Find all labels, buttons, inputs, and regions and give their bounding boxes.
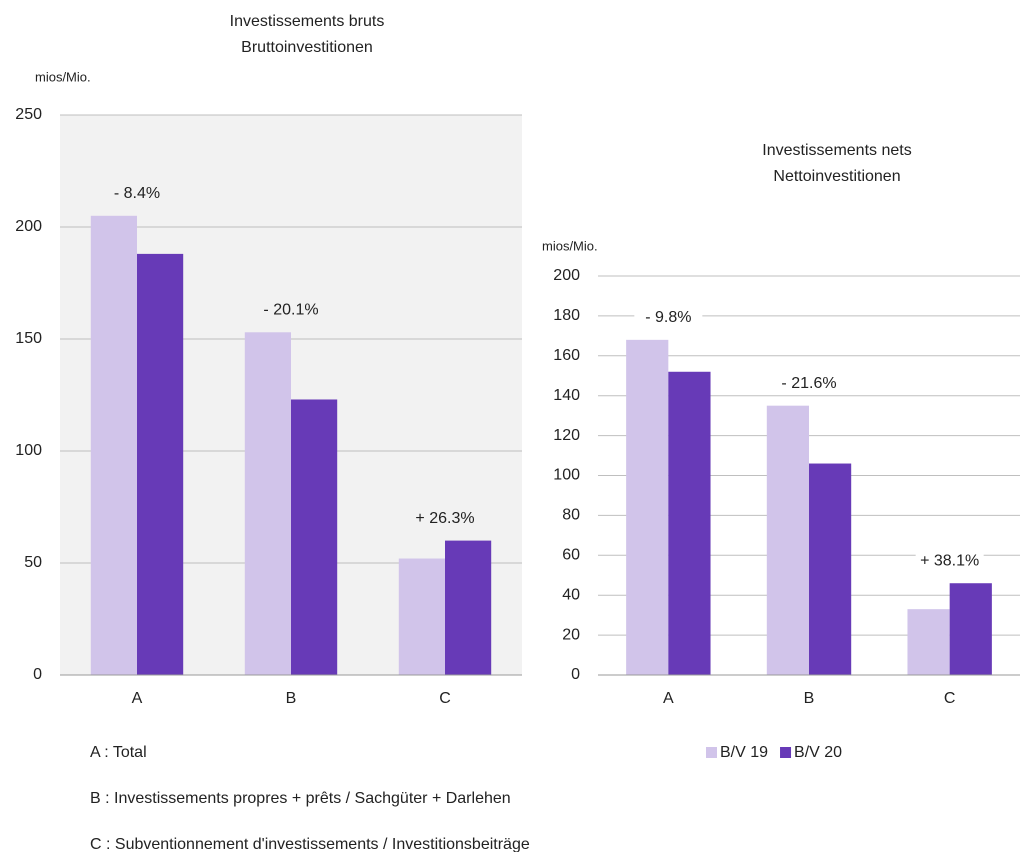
chart-subtitle: Nettoinvestitionen bbox=[773, 168, 900, 185]
y-axis-label: mios/Mio. bbox=[35, 69, 91, 84]
x-tick-label: B bbox=[804, 690, 815, 707]
annotation-bg bbox=[257, 300, 325, 321]
y-tick-label: 250 bbox=[15, 106, 42, 123]
annotation: - 21.6% bbox=[781, 375, 836, 392]
annotation-bg bbox=[634, 307, 703, 328]
x-tick-label: B bbox=[286, 690, 297, 707]
chart-subtitle: Bruttoinvestitionen bbox=[241, 39, 373, 56]
annotation: - 9.8% bbox=[645, 309, 691, 326]
y-tick-label: 160 bbox=[553, 347, 580, 364]
y-tick-label: 200 bbox=[15, 218, 42, 235]
bar bbox=[90, 215, 137, 676]
bar bbox=[137, 253, 184, 675]
y-axis-label: mios/Mio. bbox=[542, 238, 598, 253]
chart-title: Investissements nets bbox=[762, 142, 911, 159]
bar bbox=[907, 609, 950, 675]
footnote: B : Investissements propres + prêts / Sa… bbox=[90, 790, 511, 807]
y-tick-label: 100 bbox=[553, 467, 580, 484]
y-tick-label: 100 bbox=[15, 442, 42, 459]
x-tick-label: A bbox=[132, 690, 143, 707]
y-tick-label: 0 bbox=[571, 666, 580, 683]
x-tick-label: C bbox=[944, 690, 956, 707]
y-tick-label: 120 bbox=[553, 427, 580, 444]
annotation: + 38.1% bbox=[920, 552, 979, 569]
legend-label: B/V 20 bbox=[794, 744, 842, 761]
bar bbox=[445, 540, 492, 675]
annotation: - 20.1% bbox=[263, 301, 318, 318]
annotation-bg bbox=[411, 508, 479, 529]
annotation-bg bbox=[103, 183, 171, 204]
annotation: + 26.3% bbox=[415, 510, 474, 527]
legend-swatch bbox=[780, 747, 792, 758]
annotation-bg bbox=[915, 551, 984, 572]
y-tick-label: 40 bbox=[562, 586, 580, 603]
y-tick-label: 150 bbox=[15, 330, 42, 347]
chart-title: Investissements bruts bbox=[230, 13, 385, 30]
y-tick-label: 140 bbox=[553, 387, 580, 404]
legend-label: B/V 19 bbox=[720, 744, 768, 761]
bar bbox=[244, 332, 291, 675]
footnote: C : Subventionnement d'investissements /… bbox=[90, 836, 530, 852]
bar bbox=[809, 463, 852, 675]
annotation: - 8.4% bbox=[114, 185, 160, 202]
x-tick-label: A bbox=[663, 690, 674, 707]
annotation-bg bbox=[775, 373, 843, 394]
bar bbox=[398, 558, 445, 675]
y-tick-label: 200 bbox=[553, 267, 580, 284]
y-tick-label: 180 bbox=[553, 307, 580, 324]
y-tick-label: 50 bbox=[24, 554, 42, 571]
bar bbox=[291, 399, 338, 675]
bar bbox=[668, 371, 711, 675]
legend-swatch bbox=[706, 747, 717, 758]
bar bbox=[626, 339, 669, 675]
bar bbox=[949, 583, 992, 675]
footnote: A : Total bbox=[90, 744, 147, 761]
bar bbox=[766, 405, 809, 675]
y-tick-label: 0 bbox=[33, 666, 42, 683]
y-tick-label: 20 bbox=[562, 626, 580, 643]
y-tick-label: 80 bbox=[562, 507, 580, 524]
x-tick-label: C bbox=[439, 690, 451, 707]
y-tick-label: 60 bbox=[562, 547, 580, 564]
